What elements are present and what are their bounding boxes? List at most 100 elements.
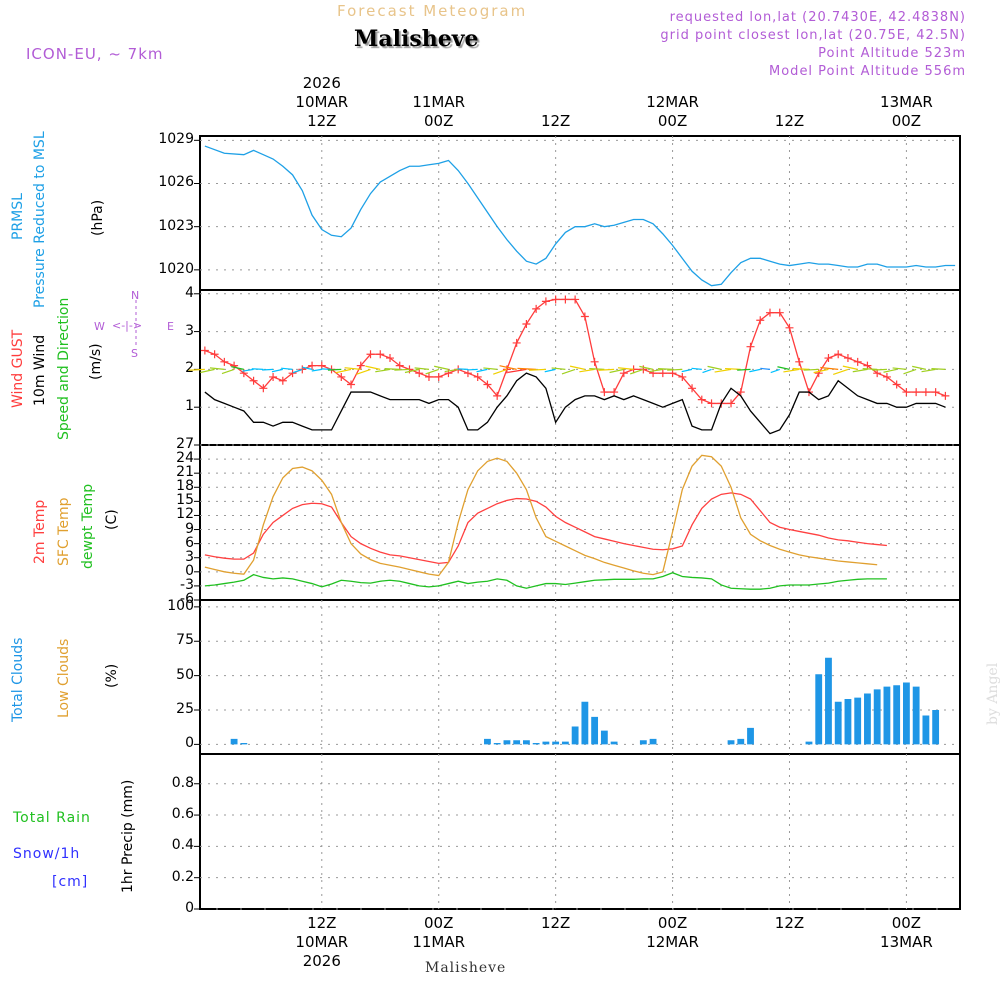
gust-marker: [746, 342, 755, 351]
wind-direction-arrow: [639, 365, 654, 370]
gust-marker: [697, 395, 706, 404]
chart-title: Forecast Meteogram: [337, 2, 528, 20]
wind-direction-arrow: [569, 365, 585, 370]
top-axis-label: 00Z: [891, 112, 922, 130]
snow-label: Snow/1h: [13, 846, 81, 862]
precip-ytick-label: 0: [185, 900, 194, 916]
cloud-bar: [747, 727, 754, 745]
wind-direction-arrow: [281, 367, 293, 370]
cloud-bar: [591, 716, 599, 745]
gust-marker: [853, 357, 862, 366]
wind-direction-arrow: [892, 367, 907, 370]
cloud-bar: [542, 741, 550, 745]
cloud-bar: [600, 730, 608, 745]
bottom-axis-label: 12Z: [307, 914, 337, 932]
temp-ytick-label: 18: [176, 478, 194, 495]
wind-panel-frame: [199, 289, 961, 446]
compass-center: <-|->: [112, 319, 143, 332]
gust-marker: [571, 295, 580, 304]
precip-ytick-label: 0.6: [171, 806, 194, 823]
wind-direction-arrow: [365, 365, 381, 370]
wind-direction-arrow: [483, 367, 498, 370]
wind-direction-arrow: [842, 365, 858, 370]
wind-direction-arrow: [770, 368, 780, 374]
wind-direction-arrow: [598, 368, 615, 371]
top-axis-label: 13MAR: [880, 93, 933, 111]
wind-direction-arrow: [251, 368, 264, 370]
bottom-axis-label: 00Z: [424, 914, 454, 932]
temp-ytick-label: 21: [176, 464, 194, 481]
wind-direction-arrow: [517, 367, 537, 370]
wind-direction-arrow: [903, 368, 917, 375]
wind-direction-arrow: [311, 368, 322, 372]
cloud-bar: [883, 686, 891, 745]
temp-ytick-label: -3: [180, 576, 194, 593]
cloud-bar: [864, 693, 871, 745]
cloud-bar: [805, 741, 813, 745]
gust-marker: [824, 354, 833, 363]
wind-ytick-label: 2: [185, 360, 194, 377]
cloud-bar: [240, 743, 248, 745]
gust-marker: [892, 380, 901, 389]
cloud-bar: [484, 738, 491, 745]
wind-direction-arrow: [749, 368, 761, 373]
wind-direction-arrow: [792, 367, 810, 370]
wind-direction-arrow: [813, 368, 829, 374]
temp-ytick-label: 12: [176, 506, 194, 523]
2m-temp-line: [204, 492, 887, 565]
wind-direction-arrow: [414, 367, 430, 370]
top-axis-label: 12Z: [307, 112, 337, 130]
wind-direction-arrow: [292, 368, 303, 374]
wind-direction-arrow: [467, 368, 478, 371]
low-clouds-label: Low Clouds: [56, 638, 72, 718]
gust-marker: [931, 388, 940, 397]
wind-direction-arrow: [493, 368, 508, 375]
gust-marker: [337, 372, 346, 381]
cloud-bar: [893, 685, 901, 745]
gust-marker: [873, 369, 882, 378]
gust-marker: [317, 361, 326, 370]
wind-direction-arrow: [737, 368, 751, 371]
requested-coords: requested lon,lat (20.7430E, 42.4838N): [669, 10, 966, 25]
bottom-axis-label: 11MAR: [412, 933, 466, 951]
wind-direction-arrow: [872, 368, 887, 371]
gust-marker: [814, 369, 823, 378]
top-axis-label: 00Z: [424, 112, 454, 130]
gust-marker: [785, 323, 794, 332]
cloud-bar: [873, 689, 881, 745]
wind-dir-label: Speed and Direction: [56, 297, 72, 440]
gust-marker: [610, 388, 619, 397]
gust-marker: [658, 369, 667, 378]
gust-marker: [619, 369, 628, 378]
wind-direction-arrow: [476, 368, 488, 373]
wind-direction-arrow: [833, 368, 849, 376]
wind-direction-arrow: [760, 367, 771, 370]
cloud-bar: [815, 674, 823, 745]
wind-label: 10m Wind: [32, 334, 48, 406]
compass-s: S: [131, 347, 138, 360]
wind-direction-arrow: [404, 368, 420, 374]
cloud-bar: [230, 738, 238, 745]
wind-direction-arrow: [209, 367, 225, 370]
gust-marker: [347, 380, 356, 389]
temp-unit: (C): [104, 509, 120, 530]
wind-direction-arrow: [617, 367, 634, 370]
wind-unit: (m/s): [88, 343, 104, 380]
top-axis-label: 12MAR: [646, 93, 699, 111]
wind-direction-arrow: [356, 368, 371, 375]
wind-direction-arrow: [528, 368, 546, 371]
cloud-bar: [513, 740, 521, 745]
gust-marker: [561, 295, 570, 304]
wind-direction-arrow: [302, 366, 313, 370]
wind-direction-arrow: [262, 368, 274, 371]
wind-direction-arrow: [384, 367, 400, 370]
cloud-bar: [523, 740, 530, 745]
precip-ytick-label: 0.2: [171, 868, 194, 885]
wind-direction-arrow: [544, 368, 556, 373]
wind-direction-arrow: [499, 365, 517, 370]
gust-marker: [200, 346, 209, 355]
wind-direction-arrow: [691, 367, 702, 370]
bottom-axis-label: 00Z: [657, 914, 688, 932]
wind-direction-arrow: [444, 368, 459, 373]
wind-ytick-label: 3: [185, 322, 194, 339]
